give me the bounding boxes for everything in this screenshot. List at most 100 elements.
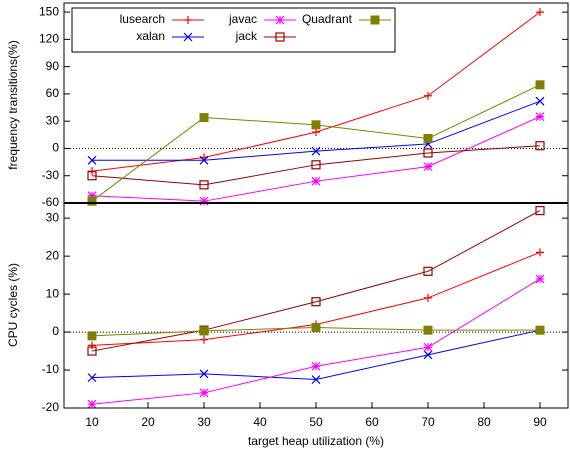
marker-shape (87, 399, 97, 409)
y-tick-label: 0 (52, 141, 59, 155)
marker (87, 196, 97, 206)
marker-shape (535, 325, 545, 335)
marker (535, 205, 545, 216)
series-line (91, 145, 541, 186)
marker (311, 176, 321, 186)
marker (423, 325, 433, 335)
marker-shape (423, 162, 433, 172)
marker (199, 155, 209, 165)
marker (312, 128, 320, 137)
marker-shape (311, 146, 321, 156)
marker-shape (423, 325, 433, 335)
series-line (91, 210, 541, 352)
marker (87, 191, 97, 201)
y-tick-label: 60 (46, 86, 60, 100)
marker (311, 297, 321, 307)
y-tick-label: -60 (42, 195, 60, 209)
marker (199, 113, 209, 123)
marker (370, 15, 380, 25)
marker (536, 248, 544, 257)
x-tick-label: 60 (365, 415, 379, 429)
marker-shape (535, 205, 545, 216)
marker-shape (423, 133, 433, 143)
marker (311, 146, 321, 156)
marker-shape (311, 120, 321, 130)
marker (87, 373, 97, 383)
marker (199, 180, 209, 190)
marker (275, 15, 285, 25)
y-axis-label: frequency transitions(%) (6, 40, 20, 169)
marker-shape (424, 91, 432, 100)
legend-label: xalan (136, 29, 165, 43)
marker (535, 80, 545, 90)
marker (199, 369, 209, 379)
marker (535, 141, 545, 151)
marker (423, 148, 433, 158)
marker (87, 171, 97, 181)
y-tick-label: 20 (46, 248, 60, 262)
marker-shape (87, 373, 97, 383)
legend-label: javac (228, 12, 257, 26)
marker-shape (199, 326, 209, 336)
marker (199, 196, 209, 206)
marker (535, 325, 545, 335)
x-tick-label: 10 (85, 415, 99, 429)
marker-shape (87, 331, 97, 341)
marker-shape (535, 141, 545, 151)
y-tick-label: -20 (42, 400, 60, 414)
marker-shape (275, 15, 285, 25)
marker-shape (535, 112, 545, 122)
marker (424, 91, 432, 100)
x-tick-label: 40 (253, 415, 267, 429)
marker (311, 120, 321, 130)
y-tick-label: 90 (46, 59, 60, 73)
x-axis-label: target heap utilization (%) (248, 434, 384, 448)
marker-shape (311, 323, 321, 333)
marker-shape (88, 341, 96, 350)
marker (183, 32, 193, 42)
marker (423, 342, 433, 352)
marker-shape (311, 160, 321, 170)
marker-shape (200, 335, 208, 344)
marker (535, 112, 545, 122)
marker (535, 96, 545, 106)
marker (87, 346, 97, 356)
marker-shape (311, 361, 321, 371)
marker-shape (423, 148, 433, 158)
marker (87, 155, 97, 165)
y-tick-label: 30 (46, 210, 60, 224)
marker-shape (199, 155, 209, 165)
legend-label: Quadrant (302, 12, 353, 26)
marker (275, 32, 285, 42)
marker-shape (312, 128, 320, 137)
x-tick-label: 80 (477, 415, 491, 429)
marker-shape (535, 274, 545, 284)
y-tick-label: 0 (52, 324, 59, 338)
marker-shape (87, 171, 97, 181)
y-tick-label: 150 (39, 4, 59, 18)
marker-shape (199, 388, 209, 398)
marker-shape (183, 32, 193, 42)
marker (423, 350, 433, 360)
marker-shape (311, 176, 321, 186)
y-tick-label: -30 (42, 168, 60, 182)
marker (424, 293, 432, 302)
marker-shape (199, 180, 209, 190)
x-tick-label: 20 (141, 415, 155, 429)
marker (184, 16, 192, 24)
marker-shape (536, 248, 544, 257)
y-axis-label: CPU cycles (%) (6, 263, 20, 347)
marker-shape (87, 196, 97, 206)
marker (311, 375, 321, 384)
y-tick-label: -10 (42, 362, 60, 376)
marker (87, 399, 97, 409)
marker-shape (535, 96, 545, 106)
legend-label: jack (235, 29, 258, 43)
marker-shape (370, 15, 380, 25)
marker (87, 331, 97, 341)
marker (311, 361, 321, 371)
marker (423, 133, 433, 143)
marker-shape (87, 155, 97, 165)
marker (535, 274, 545, 284)
